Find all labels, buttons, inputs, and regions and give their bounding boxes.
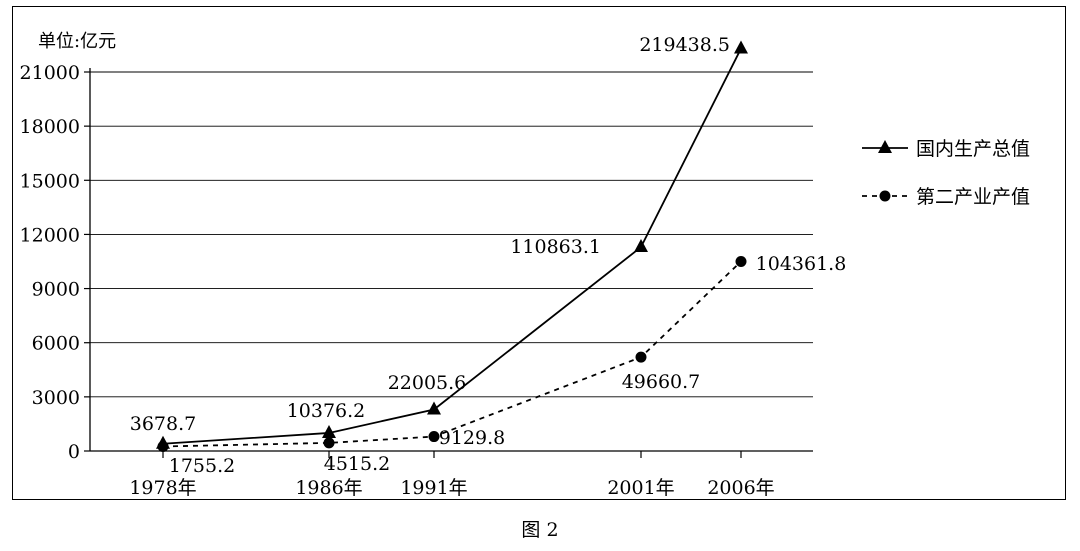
gdp-point [322, 424, 336, 438]
legend-marker-gdp [878, 140, 892, 153]
secondary-industry-data-label: 49660.7 [622, 371, 701, 393]
y-tick-label: 3000 [32, 387, 80, 409]
y-tick-label: 21000 [20, 62, 80, 84]
secondary-industry-data-label: 104361.8 [756, 253, 847, 275]
gdp-data-label: 219438.5 [639, 34, 730, 56]
figure-caption: 图 2 [521, 519, 559, 541]
x-tick-label: 1986年 [295, 477, 362, 499]
gdp-data-label: 3678.7 [130, 413, 196, 435]
secondary-industry-point [428, 431, 440, 443]
gdp-point [634, 239, 648, 253]
legend-label-secondary-industry: 第二产业产值 [916, 186, 1030, 208]
secondary-industry-point [157, 440, 169, 452]
y-tick-label: 0 [68, 441, 80, 463]
y-tick-label: 15000 [20, 170, 80, 192]
y-tick-label: 18000 [20, 116, 80, 138]
secondary-industry-data-label: 1755.2 [169, 455, 235, 477]
secondary-industry-data-label: 9129.8 [439, 427, 505, 449]
legend-label-gdp: 国内生产总值 [916, 138, 1030, 160]
x-tick-label: 1991年 [400, 477, 467, 499]
gdp-data-label: 22005.6 [388, 372, 467, 394]
y-tick-label: 6000 [32, 333, 80, 355]
x-tick-label: 2001年 [607, 477, 674, 499]
secondary-industry-point [735, 256, 747, 267]
unit-label: 单位:亿元 [38, 31, 116, 52]
gdp-data-label: 110863.1 [510, 236, 601, 258]
secondary-industry-point [323, 437, 335, 449]
secondary-industry-data-label: 4515.2 [324, 453, 390, 475]
x-tick-label: 1978年 [129, 477, 196, 499]
chart-frame [12, 6, 1066, 500]
x-tick-label: 2006年 [707, 477, 774, 499]
y-tick-label: 12000 [20, 224, 80, 246]
gdp-data-label: 10376.2 [287, 400, 366, 422]
secondary-industry-point [635, 351, 647, 363]
series-line-secondary-industry [162, 260, 742, 448]
y-tick-label: 9000 [32, 279, 80, 301]
legend-marker-secondary-industry [879, 190, 891, 202]
gdp-point [734, 40, 748, 54]
gdp-point [427, 401, 441, 415]
